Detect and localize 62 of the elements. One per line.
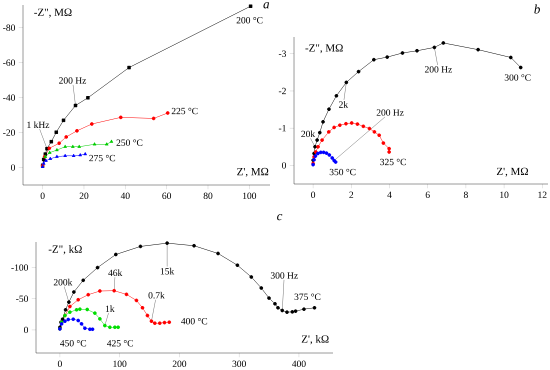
chart-title: c xyxy=(277,214,282,220)
y-tick-label: -2 xyxy=(278,88,286,94)
x-tick-label: 0 xyxy=(311,192,316,198)
x-tick-label: 100 xyxy=(243,192,256,200)
y-tick-label: -20 xyxy=(3,129,16,136)
x-tick-label: 40 xyxy=(120,192,130,200)
x-tick-label: 0 xyxy=(58,360,62,368)
y-tick-label: -60 xyxy=(3,59,16,66)
series-label: 250 °C xyxy=(116,139,142,146)
x-tick-label: 6 xyxy=(426,192,430,198)
x-axis-title: Z', MΩ xyxy=(496,168,528,177)
x-tick-label: 80 xyxy=(204,192,212,200)
x-axis-title: Z', MΩ xyxy=(237,168,268,177)
annotation: 46k xyxy=(108,269,122,276)
x-tick-label: 300 xyxy=(232,360,246,368)
y-axis-title: -Z", MΩ xyxy=(34,8,72,18)
y-tick-label: 0 xyxy=(24,326,28,334)
annotation: 200 Hz xyxy=(424,66,452,73)
series-label: 225 °C xyxy=(172,108,198,114)
y-axis-title: -Z", kΩ xyxy=(48,245,82,254)
x-tick-label: 200 xyxy=(172,360,186,368)
series-label: 325 °C xyxy=(380,158,406,166)
y-tick-label: -100 xyxy=(11,264,28,271)
x-tick-label: 400 xyxy=(292,360,306,368)
y-tick-label: -80 xyxy=(3,24,16,31)
annotation: 1 kHz xyxy=(27,121,50,128)
series-label: 300 °C xyxy=(504,74,531,81)
x-axis-title: Z', kΩ xyxy=(302,335,329,344)
series-label: 450 °C xyxy=(60,340,86,346)
series-label: 400 °C xyxy=(181,318,208,324)
y-tick-label: 0 xyxy=(10,164,16,171)
x-tick-label: 0 xyxy=(40,192,45,200)
annotation: 200k xyxy=(54,278,72,286)
annotation: 200 Hz xyxy=(59,77,86,84)
x-tick-label: 8 xyxy=(464,192,468,198)
x-tick-label: 2 xyxy=(349,192,354,198)
annotation: 1k xyxy=(106,305,115,312)
y-tick-label: 0 xyxy=(282,162,286,169)
annotation: 20k xyxy=(301,130,316,138)
y-tick-label: -50 xyxy=(16,296,28,302)
chart-title: b xyxy=(534,4,540,14)
x-tick-label: 100 xyxy=(113,360,126,368)
y-axis-title: -Z", MΩ xyxy=(305,44,343,54)
y-tick-label: -1 xyxy=(278,125,286,132)
annotation: 200 Hz xyxy=(376,109,404,116)
y-tick-label: -40 xyxy=(3,94,16,101)
chart-title: a xyxy=(263,2,270,8)
series-label: 425 °C xyxy=(106,340,134,346)
series-label: 375 °C xyxy=(294,294,320,300)
annotation: 2k xyxy=(339,101,348,108)
x-tick-label: 4 xyxy=(387,192,392,198)
x-tick-label: 12 xyxy=(538,192,546,198)
series-label: 200 °C xyxy=(236,17,262,24)
annotation: 15k xyxy=(160,268,174,274)
annotation: 300 Hz xyxy=(270,272,298,279)
series-label: 275 °C xyxy=(89,154,116,162)
x-tick-label: 60 xyxy=(162,192,172,200)
x-tick-label: 20 xyxy=(80,192,88,200)
annotation: 0.7k xyxy=(148,292,165,299)
y-tick-label: -3 xyxy=(278,50,286,57)
x-tick-label: 10 xyxy=(500,192,508,198)
series-label: 350 °C xyxy=(330,168,356,176)
